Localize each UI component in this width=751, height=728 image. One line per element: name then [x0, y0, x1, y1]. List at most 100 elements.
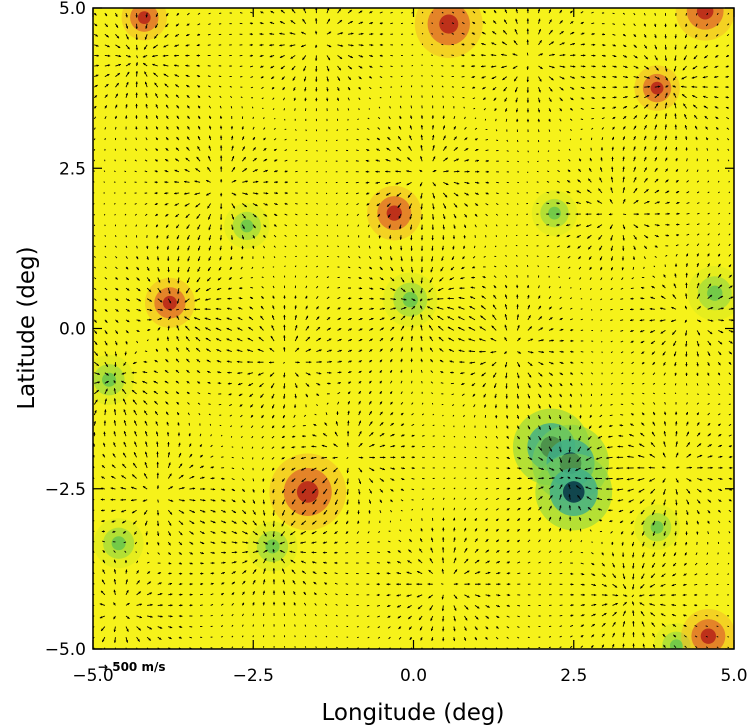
- velocity-arrowhead: [697, 500, 701, 504]
- velocity-arrow: [273, 234, 277, 238]
- velocity-arrowhead: [699, 478, 703, 481]
- velocity-arrowhead: [190, 593, 193, 596]
- velocity-arrowhead: [608, 509, 611, 512]
- velocity-arrowhead: [662, 480, 665, 483]
- velocity-arrowhead: [170, 486, 173, 489]
- velocity-arrowhead: [205, 298, 208, 301]
- velocity-arrowhead: [359, 349, 363, 352]
- velocity-arrowhead: [491, 325, 495, 329]
- velocity-arrowhead: [571, 604, 574, 607]
- velocity-arrowhead: [390, 257, 393, 261]
- velocity-arrowhead: [550, 495, 553, 498]
- velocity-arrow: [517, 572, 521, 575]
- velocity-arrowhead: [290, 532, 293, 536]
- velocity-arrowhead: [528, 507, 532, 510]
- velocity-arrowhead: [616, 488, 620, 491]
- velocity-arrow: [252, 478, 255, 482]
- velocity-arrowhead: [272, 513, 275, 516]
- velocity-arrowhead: [397, 147, 400, 150]
- velocity-arrowhead: [570, 572, 574, 575]
- velocity-arrowhead: [556, 202, 559, 205]
- velocity-arrowhead: [339, 349, 342, 353]
- velocity-arrowhead: [245, 531, 248, 535]
- velocity-arrowhead: [665, 168, 668, 172]
- velocity-arrowhead: [441, 608, 445, 612]
- velocity-arrowhead: [149, 318, 152, 322]
- velocity-arrowhead: [538, 395, 541, 398]
- velocity-arrowhead: [369, 266, 372, 270]
- velocity-arrowhead: [560, 484, 563, 487]
- velocity-arrowhead: [234, 561, 237, 564]
- velocity-arrow: [728, 223, 731, 225]
- velocity-arrowhead: [406, 182, 410, 186]
- velocity-arrowhead: [447, 316, 450, 319]
- velocity-arrow: [115, 245, 117, 248]
- velocity-arrow: [421, 402, 424, 405]
- velocity-arrowhead: [507, 561, 510, 564]
- velocity-arrowhead: [596, 447, 600, 450]
- velocity-arrowhead: [221, 593, 224, 596]
- velocity-arrowhead: [111, 476, 114, 479]
- velocity-arrow: [674, 383, 677, 386]
- velocity-arrow: [325, 139, 328, 142]
- velocity-arrowhead: [283, 375, 286, 378]
- velocity-arrowhead: [611, 146, 614, 150]
- velocity-arrowhead: [729, 351, 732, 355]
- velocity-arrow: [335, 603, 338, 606]
- velocity-arrow: [547, 170, 550, 173]
- velocity-arrow: [517, 160, 520, 163]
- velocity-arrowhead: [187, 269, 190, 273]
- velocity-arrow: [197, 392, 201, 395]
- velocity-arrowhead: [272, 467, 275, 471]
- velocity-arrow: [464, 507, 467, 511]
- velocity-arrowhead: [155, 421, 158, 424]
- velocity-arrow: [346, 224, 349, 227]
- velocity-arrowhead: [486, 181, 489, 184]
- velocity-arrowhead: [708, 342, 711, 346]
- velocity-arrowhead: [144, 473, 147, 476]
- velocity-arrowhead: [505, 396, 508, 399]
- velocity-arrowhead: [717, 253, 721, 257]
- velocity-arrowhead: [100, 498, 104, 501]
- velocity-arrowhead: [540, 327, 543, 330]
- velocity-arrowhead: [237, 317, 241, 320]
- velocity-arrowhead: [349, 360, 352, 363]
- velocity-arrow: [207, 392, 211, 395]
- velocity-arrow: [400, 391, 403, 395]
- velocity-arrow: [305, 285, 308, 289]
- velocity-arrow: [547, 150, 550, 152]
- velocity-arrowhead: [332, 456, 335, 459]
- velocity-arrow: [610, 287, 613, 291]
- velocity-arrowhead: [653, 644, 656, 647]
- velocity-arrow: [305, 224, 308, 226]
- velocity-arrowhead: [459, 360, 462, 364]
- velocity-arrowhead: [370, 328, 374, 331]
- velocity-arrowhead: [420, 156, 423, 159]
- velocity-arrowhead: [150, 603, 153, 607]
- velocity-arrowhead: [182, 486, 185, 490]
- velocity-arrowhead: [305, 305, 308, 309]
- velocity-arrowhead: [420, 538, 423, 541]
- velocity-arrow: [643, 266, 645, 269]
- velocity-arrowhead: [630, 329, 633, 332]
- velocity-arrow: [241, 435, 243, 439]
- velocity-arrowhead: [675, 431, 678, 434]
- velocity-arrowhead: [208, 155, 211, 159]
- velocity-arrowhead: [519, 467, 522, 470]
- velocity-arrowhead: [307, 336, 310, 340]
- velocity-arrowhead: [559, 394, 562, 398]
- velocity-arrow: [251, 446, 254, 449]
- velocity-arrow: [293, 414, 296, 418]
- velocity-arrowhead: [575, 201, 579, 204]
- velocity-arrowhead: [101, 476, 104, 479]
- velocity-arrowhead: [123, 409, 126, 412]
- velocity-arrowhead: [233, 180, 237, 183]
- velocity-arrowhead: [385, 181, 388, 185]
- velocity-arrowhead: [134, 441, 137, 445]
- velocity-arrow: [210, 434, 212, 437]
- velocity-arrowhead: [710, 307, 714, 310]
- velocity-arrow: [663, 392, 666, 395]
- velocity-arrowhead: [158, 572, 161, 575]
- velocity-arrowhead: [686, 421, 689, 425]
- velocity-arrowhead: [412, 306, 416, 309]
